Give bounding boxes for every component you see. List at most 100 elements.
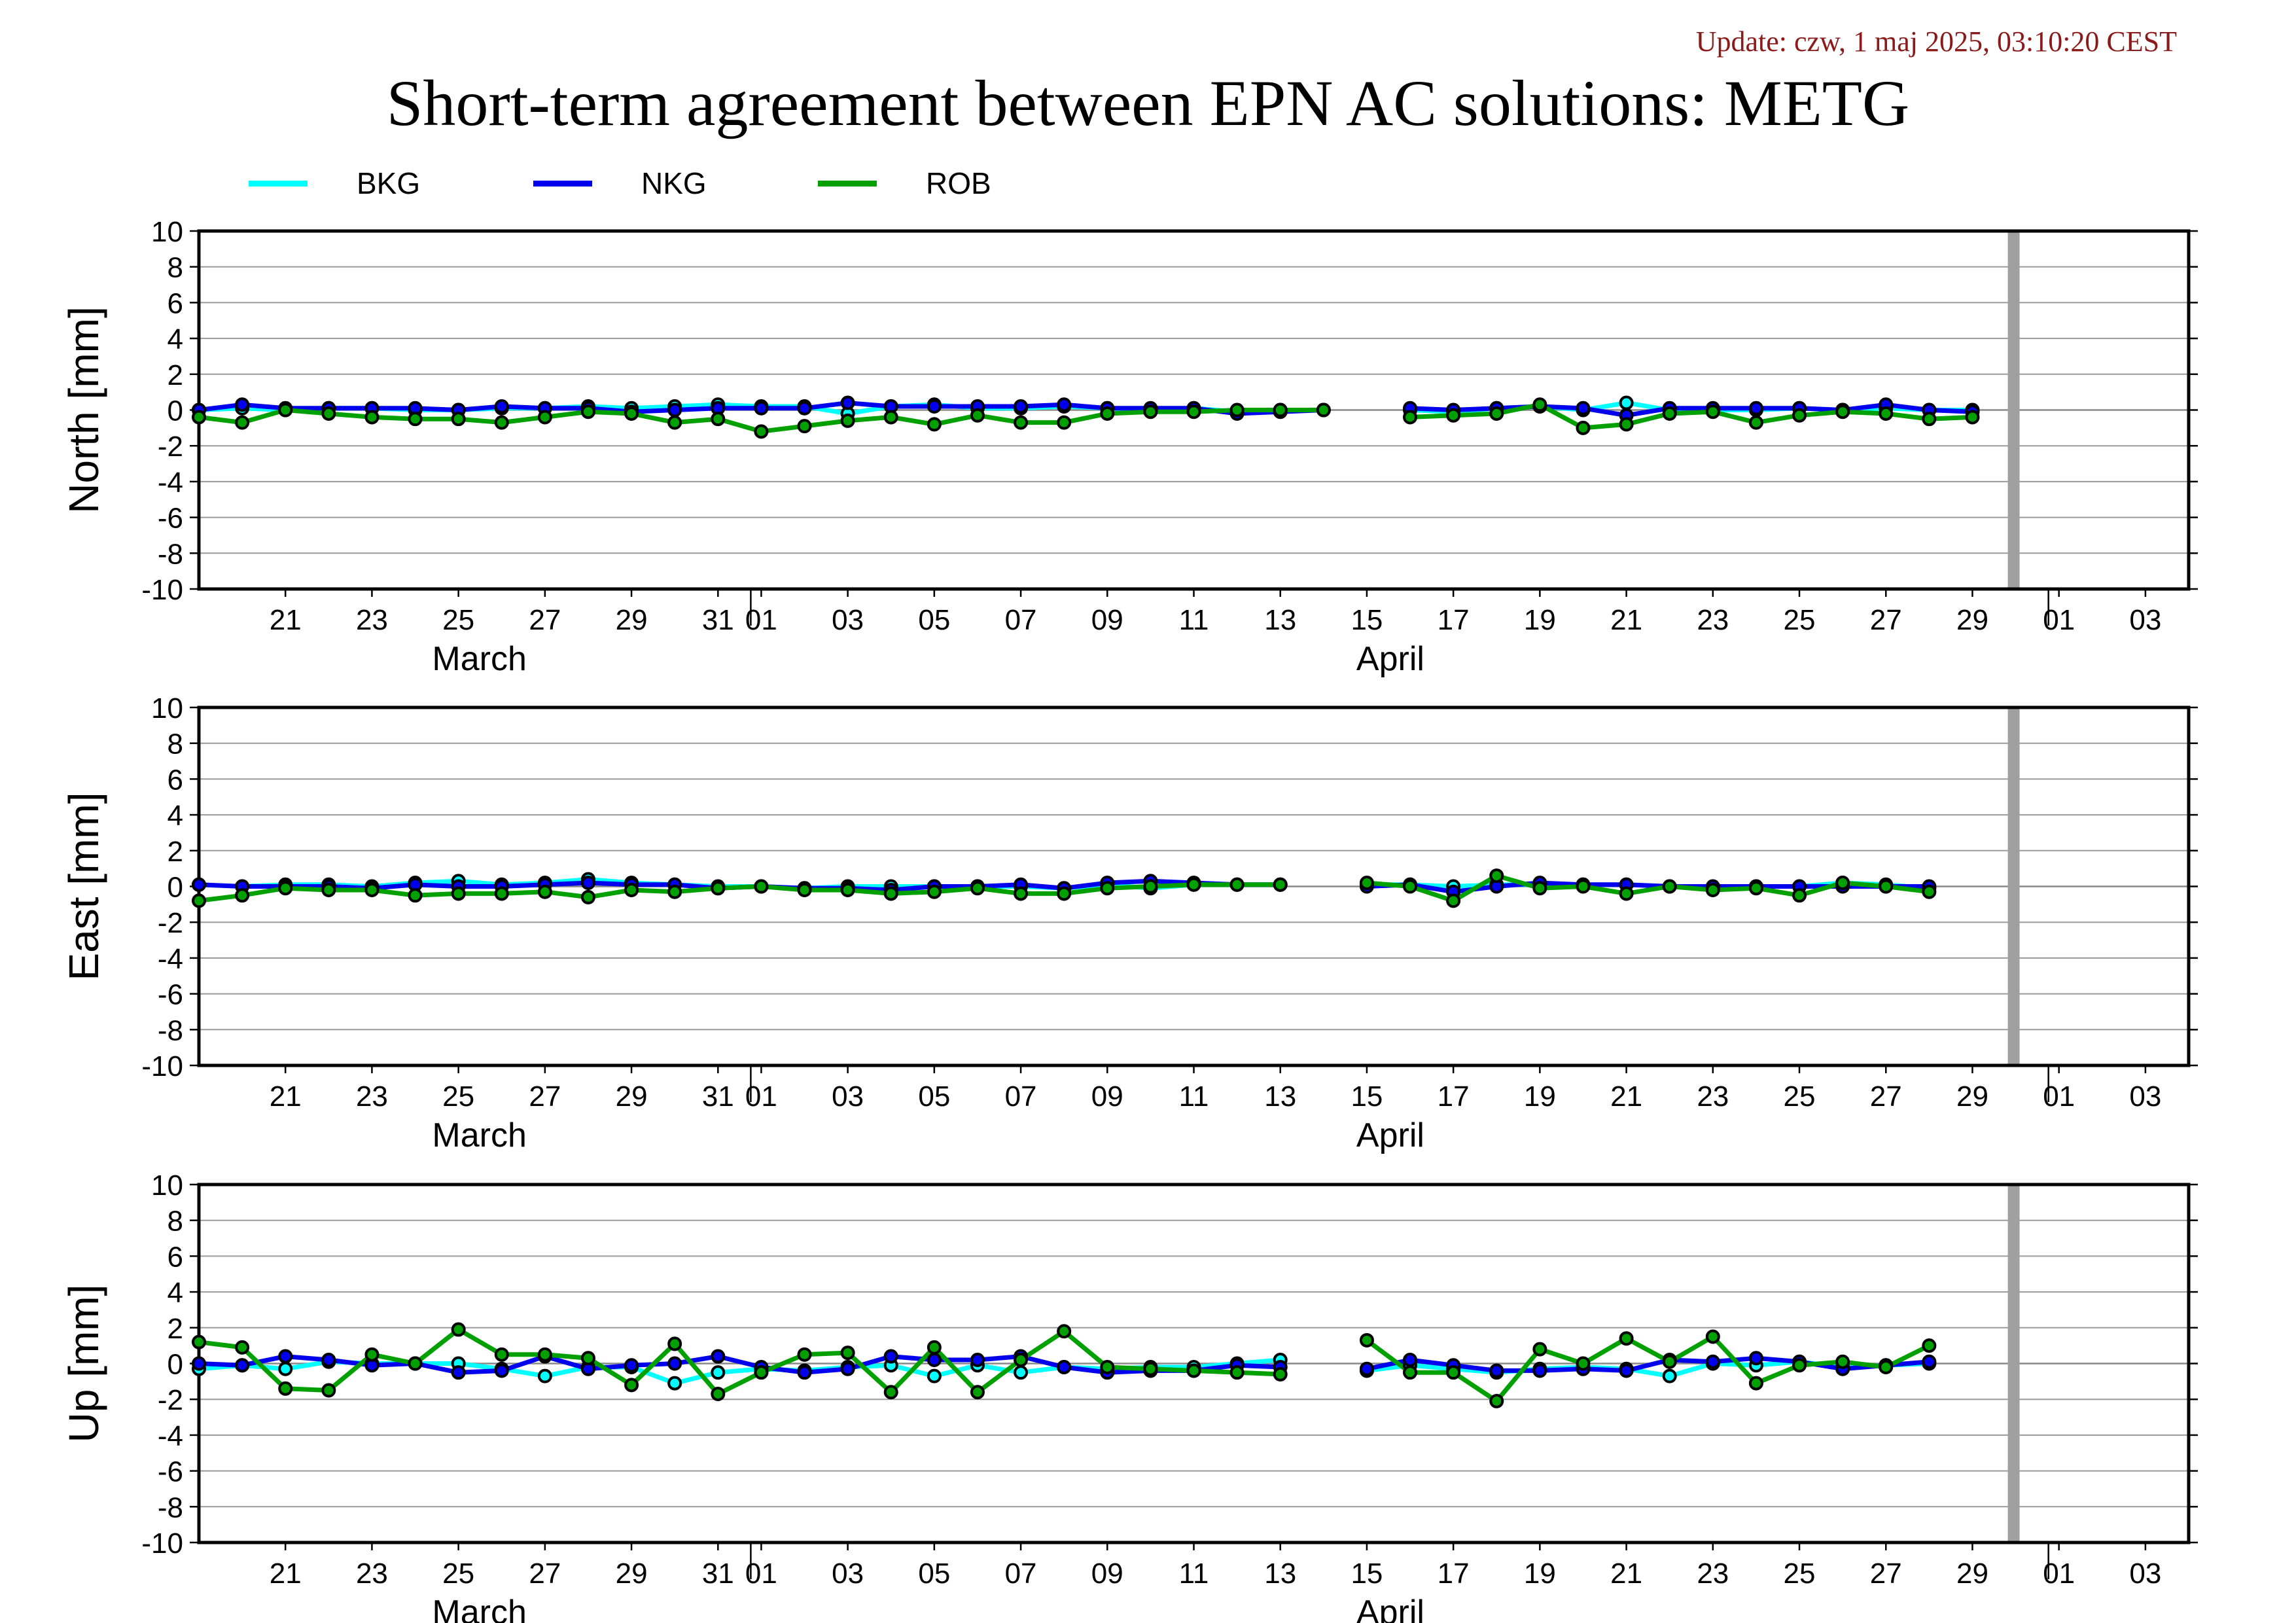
data-point-bkg bbox=[1446, 404, 1461, 419]
data-point-nkg bbox=[1576, 877, 1591, 892]
data-point-bkg bbox=[1057, 399, 1072, 414]
data-point-nkg bbox=[1922, 402, 1937, 418]
data-point-nkg bbox=[1273, 877, 1288, 892]
data-point-rob bbox=[1792, 408, 1807, 423]
data-point-rob bbox=[624, 882, 639, 897]
data-point-rob bbox=[1057, 1324, 1072, 1339]
data-point-rob bbox=[797, 1347, 812, 1362]
series-line-rob bbox=[198, 873, 1930, 903]
y-tick-label: 2 bbox=[168, 836, 183, 868]
data-point-rob bbox=[927, 1340, 942, 1355]
data-point-rob bbox=[1186, 877, 1201, 892]
data-point-bkg bbox=[537, 1368, 552, 1383]
data-point-rob bbox=[711, 412, 726, 427]
data-point-nkg bbox=[192, 402, 206, 418]
x-tick-label: 25 bbox=[442, 604, 474, 636]
month-label: March bbox=[432, 1116, 526, 1154]
data-point-rob bbox=[1186, 1363, 1201, 1378]
data-point-nkg bbox=[1403, 877, 1418, 892]
x-tick-label: 13 bbox=[1264, 1080, 1296, 1113]
data-point-rob bbox=[1576, 1356, 1591, 1371]
data-point-rob bbox=[1835, 876, 1850, 891]
data-point-nkg bbox=[1143, 874, 1158, 889]
data-point-nkg bbox=[797, 881, 812, 896]
data-point-bkg bbox=[840, 1359, 855, 1374]
data-point-rob bbox=[1489, 868, 1504, 883]
data-point-bkg bbox=[1705, 881, 1720, 896]
panel-east: 10 8 6 4 2 0-2 -4 -6-8 -10 21 23 25 27 29 31 01 03 05 07 09… bbox=[60, 692, 2198, 1154]
data-point-bkg bbox=[494, 401, 509, 416]
panel-north: 10 86 4 2 0 -2 -4 -6-8 -10 21 23 25 27 29 31 01 03 05 07 09… bbox=[60, 216, 2198, 678]
data-point-bkg bbox=[1186, 401, 1201, 416]
data-point-rob bbox=[927, 884, 942, 899]
data-point-bkg bbox=[624, 401, 639, 416]
data-point-rob bbox=[1662, 879, 1677, 894]
data-point-nkg bbox=[192, 1356, 206, 1371]
x-tick-label: 13 bbox=[1264, 1558, 1296, 1590]
data-point-bkg bbox=[1489, 1365, 1504, 1380]
data-point-bkg bbox=[537, 876, 552, 891]
data-point-nkg bbox=[1273, 1359, 1288, 1374]
data-point-rob bbox=[1705, 404, 1720, 419]
data-point-nkg bbox=[970, 879, 985, 894]
y-tick-label: -8 bbox=[158, 1014, 183, 1046]
data-point-bkg bbox=[278, 402, 293, 418]
data-point-nkg bbox=[537, 877, 552, 892]
x-tick-label: 09 bbox=[1091, 1558, 1123, 1590]
series-line-bkg bbox=[198, 877, 1930, 891]
y-tick-label: 10 bbox=[151, 216, 183, 248]
data-point-nkg bbox=[1922, 1354, 1937, 1369]
month-label: April bbox=[1356, 1594, 1424, 1623]
data-point-bkg bbox=[1143, 1359, 1158, 1374]
data-point-rob bbox=[321, 406, 336, 421]
series-line-rob bbox=[198, 402, 1973, 434]
data-point-nkg bbox=[1100, 1365, 1115, 1380]
data-point-rob bbox=[1273, 402, 1288, 418]
data-point-bkg bbox=[235, 401, 250, 416]
x-tick-label: 25 bbox=[442, 1558, 474, 1590]
y-tick-label: 10 bbox=[151, 692, 183, 724]
data-point-nkg bbox=[537, 401, 552, 416]
x-tick-label: 03 bbox=[2129, 1558, 2161, 1590]
data-point-nkg bbox=[970, 399, 985, 414]
data-point-bkg bbox=[624, 1359, 639, 1374]
data-point-rob bbox=[840, 413, 855, 428]
data-point-nkg bbox=[1229, 1358, 1245, 1373]
data-point-rob bbox=[321, 882, 336, 897]
data-point-rob bbox=[1619, 886, 1634, 901]
data-point-rob bbox=[667, 884, 682, 899]
data-point-bkg bbox=[1489, 877, 1504, 892]
data-point-rob bbox=[1576, 420, 1591, 435]
update-timestamp: Update: czw, 1 maj 2025, 03:10:20 CEST bbox=[1695, 26, 2177, 58]
data-point-nkg bbox=[711, 1349, 726, 1364]
data-point-rob bbox=[970, 881, 985, 896]
x-tick-label: 03 bbox=[832, 1080, 864, 1113]
data-point-bkg bbox=[1748, 879, 1763, 894]
data-point-nkg bbox=[1229, 406, 1245, 421]
data-point-bkg bbox=[1662, 879, 1677, 894]
data-point-nkg bbox=[667, 402, 682, 418]
data-point-nkg bbox=[1662, 879, 1677, 894]
data-point-bkg bbox=[1403, 1358, 1418, 1373]
data-point-bkg bbox=[1619, 395, 1634, 410]
data-point-bkg bbox=[1403, 402, 1418, 418]
data-point-rob bbox=[840, 882, 855, 897]
data-point-nkg bbox=[1359, 1361, 1374, 1376]
data-point-bkg bbox=[1879, 877, 1894, 892]
data-point-nkg bbox=[1446, 402, 1461, 418]
data-point-bkg bbox=[711, 1365, 726, 1380]
data-point-rob bbox=[451, 412, 466, 427]
data-point-nkg bbox=[624, 877, 639, 892]
data-point-bkg bbox=[1014, 879, 1029, 894]
data-point-nkg bbox=[278, 879, 293, 894]
legend-swatch-bkg bbox=[249, 181, 308, 187]
data-point-bkg bbox=[1835, 876, 1850, 891]
data-point-bkg bbox=[1922, 881, 1937, 896]
x-tick-label: 27 bbox=[1870, 1558, 1902, 1590]
data-point-rob bbox=[1186, 404, 1201, 419]
data-point-bkg bbox=[927, 879, 942, 894]
data-point-nkg bbox=[321, 401, 336, 416]
data-point-nkg bbox=[840, 881, 855, 896]
data-point-bkg bbox=[1229, 1356, 1245, 1371]
data-point-nkg bbox=[970, 1353, 985, 1368]
